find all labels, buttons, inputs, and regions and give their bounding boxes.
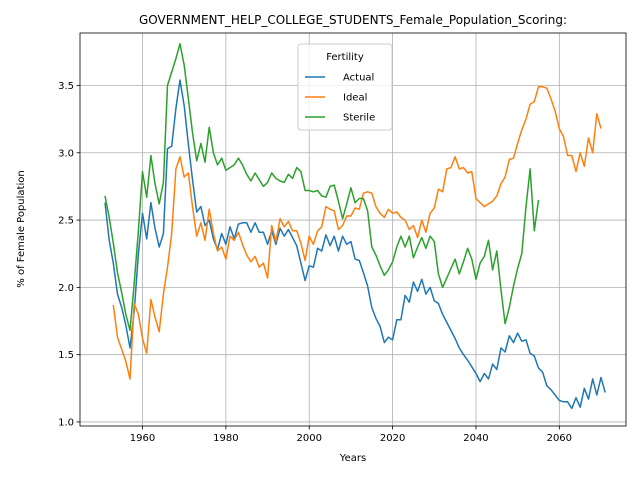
chart-title: GOVERNMENT_HELP_COLLEGE_STUDENTS_Female_… bbox=[139, 13, 567, 27]
y-tick-label: 3.5 bbox=[58, 81, 74, 92]
series-layer bbox=[104, 43, 606, 410]
y-tick-label: 2.0 bbox=[58, 283, 74, 294]
series-line-sterile bbox=[104, 43, 540, 332]
x-tick-label: 2000 bbox=[297, 433, 322, 444]
plot-frame bbox=[79, 32, 627, 427]
legend: Fertility Actual Ideal Sterile bbox=[297, 43, 393, 131]
y-tick-label: 2.5 bbox=[58, 216, 74, 227]
x-tick-label: 2020 bbox=[380, 433, 405, 444]
x-tick-label: 2040 bbox=[463, 433, 488, 444]
series-line-actual bbox=[104, 79, 606, 410]
y-tick-label: 1.5 bbox=[58, 350, 74, 361]
legend-label-sterile: Sterile bbox=[343, 113, 375, 124]
x-tick-label: 1980 bbox=[213, 433, 238, 444]
legend-box bbox=[297, 43, 393, 131]
x-axis: 1960 1980 2000 2020 2040 2060 bbox=[130, 426, 572, 444]
y-tick-label: 1.0 bbox=[58, 417, 74, 428]
y-tick-label: 3.0 bbox=[58, 148, 74, 159]
x-tick-label: 1960 bbox=[130, 433, 155, 444]
legend-label-ideal: Ideal bbox=[343, 93, 367, 104]
x-tick-label: 2060 bbox=[547, 433, 572, 444]
y-axis-label: % of Female Population bbox=[16, 170, 27, 287]
legend-label-actual: Actual bbox=[343, 73, 374, 84]
legend-title: Fertility bbox=[326, 52, 364, 63]
series-line-ideal bbox=[112, 86, 602, 380]
x-axis-label: Years bbox=[339, 453, 366, 464]
y-axis: 1.0 1.5 2.0 2.5 3.0 3.5 bbox=[58, 81, 80, 428]
